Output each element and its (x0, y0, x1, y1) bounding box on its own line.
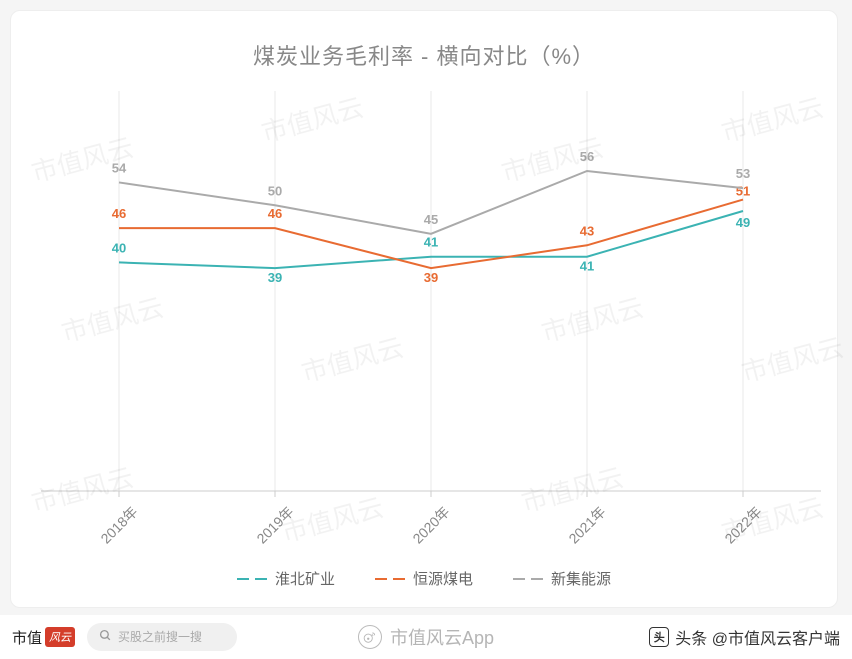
legend-label: 恒源煤电 (413, 568, 473, 589)
right-credit-prefix: 头条 @ (675, 625, 728, 649)
legend-label: 新集能源 (551, 568, 611, 589)
x-tick-label: 2020年 (408, 502, 454, 548)
chart-card: 煤炭业务毛利率 - 横向对比（%） 40 39 41 41 49 46 46 39 43 51 54… (10, 10, 838, 608)
svg-text:46: 46 (112, 206, 126, 221)
brand-text: 市值 (12, 627, 42, 648)
chart-legend: 淮北矿业 恒源煤电 新集能源 (11, 567, 837, 590)
svg-text:51: 51 (736, 184, 750, 199)
plot-area: 40 39 41 41 49 46 46 39 43 51 54 50 45 56 53 (41, 91, 821, 491)
x-tick-label: 2018年 (96, 502, 142, 548)
svg-text:41: 41 (424, 235, 438, 250)
search-box[interactable] (87, 623, 237, 651)
legend-swatch (375, 578, 405, 580)
weibo-icon (358, 625, 382, 649)
svg-text:49: 49 (736, 215, 750, 230)
search-input[interactable] (118, 630, 228, 644)
svg-text:53: 53 (736, 166, 750, 181)
svg-text:54: 54 (112, 160, 127, 175)
x-axis-labels: 2018年 2019年 2020年 2021年 2022年 (41, 491, 821, 551)
x-tick-label: 2021年 (564, 502, 610, 548)
legend-label: 淮北矿业 (275, 568, 335, 589)
brand-logo: 市值 风云 (12, 627, 75, 648)
legend-item[interactable]: 淮北矿业 (237, 568, 335, 589)
svg-text:50: 50 (268, 183, 282, 198)
legend-item[interactable]: 新集能源 (513, 568, 611, 589)
x-tick-label: 2019年 (252, 502, 298, 548)
center-credit-text: 市值风云App (390, 624, 494, 650)
svg-text:45: 45 (424, 212, 438, 227)
right-credit-account: 市值风云客户端 (728, 625, 840, 649)
svg-text:56: 56 (580, 149, 594, 164)
bottom-bar: 市值 风云 市值风云App 头 头条 @ 市值风云客户端 (0, 615, 852, 659)
svg-text:40: 40 (112, 240, 126, 255)
line-chart-svg: 40 39 41 41 49 46 46 39 43 51 54 50 45 56 53 (41, 91, 821, 491)
svg-text:39: 39 (268, 270, 282, 285)
svg-text:39: 39 (424, 270, 438, 285)
svg-text:46: 46 (268, 206, 282, 221)
brand-badge: 风云 (45, 627, 75, 647)
svg-text:43: 43 (580, 223, 594, 238)
center-credit: 市值风云App (358, 624, 494, 650)
search-icon (99, 629, 112, 645)
chart-title: 煤炭业务毛利率 - 横向对比（%） (11, 11, 837, 71)
legend-swatch (513, 578, 543, 580)
toutiao-icon: 头 (649, 627, 669, 647)
legend-item[interactable]: 恒源煤电 (375, 568, 473, 589)
right-credit: 头 头条 @ 市值风云客户端 (649, 625, 840, 649)
svg-text:41: 41 (580, 259, 594, 274)
legend-swatch (237, 578, 267, 580)
x-tick-label: 2022年 (720, 502, 766, 548)
